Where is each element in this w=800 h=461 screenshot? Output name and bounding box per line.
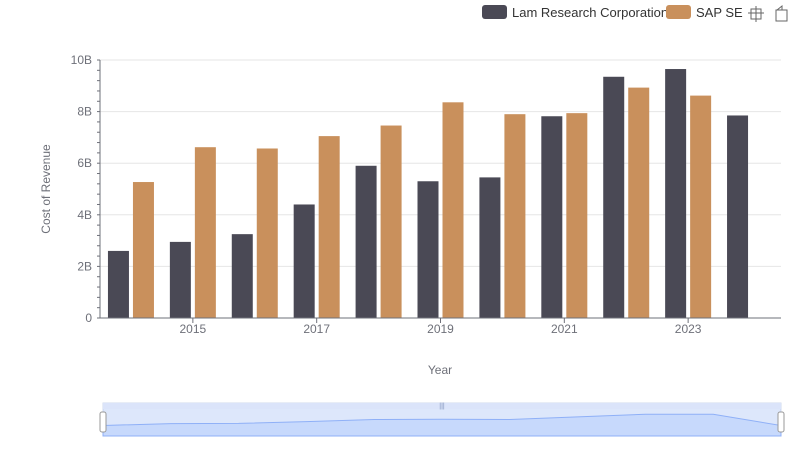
bar-sap-2022[interactable] <box>628 87 650 318</box>
bar-lam-2016[interactable] <box>231 234 253 318</box>
legend-item-sap[interactable]: SAP SE <box>666 5 743 20</box>
x-tick-label: 2021 <box>551 322 578 336</box>
datazoom-right-handle[interactable] <box>777 411 785 433</box>
bar-sap-2023[interactable] <box>690 95 712 318</box>
y-tick-label: 8B <box>77 105 92 119</box>
datazoom-preview-line <box>102 413 782 437</box>
x-axis-title: Year <box>428 363 452 377</box>
x-tick-label: 2019 <box>427 322 454 336</box>
axes: 0 2B 4B 6B 8B 10B 2015 2017 2019 2021 2023 <box>71 53 781 336</box>
bar-sap-2020[interactable] <box>504 114 526 319</box>
x-tick-label: 2015 <box>180 322 207 336</box>
bar-lam-2015[interactable] <box>169 241 191 318</box>
bar-lam-2024[interactable] <box>727 115 749 318</box>
legend-label-sap: SAP SE <box>696 5 743 20</box>
bar-lam-2021[interactable] <box>541 116 563 318</box>
bar-lam-2014[interactable] <box>107 250 129 318</box>
bar-sap-2015[interactable] <box>194 147 216 318</box>
legend-swatch-lam <box>482 5 507 19</box>
y-tick-label: 2B <box>77 259 92 273</box>
x-tick-label: 2017 <box>303 322 330 336</box>
bar-sap-2019[interactable] <box>442 102 464 318</box>
bar-sap-2018[interactable] <box>380 125 402 318</box>
legend-label-lam: Lam Research Corporation <box>512 5 668 20</box>
bar-lam-2022[interactable] <box>603 76 625 319</box>
bar-lam-2020[interactable] <box>479 177 501 318</box>
legend-swatch-sap <box>666 5 691 19</box>
restore-icon[interactable] <box>775 4 788 22</box>
y-tick-label: 6B <box>77 156 92 170</box>
x-tick-label: 2023 <box>675 322 702 336</box>
datazoom-top-bar[interactable] <box>103 403 781 409</box>
bar-lam-2019[interactable] <box>417 181 439 318</box>
bar-lam-2023[interactable] <box>665 69 687 318</box>
y-tick-label: 0 <box>85 311 92 325</box>
datazoom-left-handle[interactable] <box>99 411 107 433</box>
y-axis-title: Cost of Revenue <box>39 144 53 234</box>
bar-sap-2016[interactable] <box>256 148 278 318</box>
datazoom-move-handle[interactable]: ||| <box>439 403 445 410</box>
bar-sap-2014[interactable] <box>132 182 154 318</box>
y-tick-label: 4B <box>77 208 92 222</box>
y-tick-label: 10B <box>71 53 92 67</box>
datazoom-slider[interactable]: ||| <box>99 402 785 437</box>
bars <box>107 69 749 319</box>
bar-sap-2021[interactable] <box>566 113 588 318</box>
legend-item-lam[interactable]: Lam Research Corporation <box>482 5 668 20</box>
zoom-icon[interactable] <box>748 6 764 22</box>
bar-sap-2017[interactable] <box>318 136 340 318</box>
bar-lam-2018[interactable] <box>355 165 377 318</box>
bar-lam-2017[interactable] <box>293 204 315 318</box>
legend: Lam Research Corporation SAP SE <box>482 5 743 20</box>
